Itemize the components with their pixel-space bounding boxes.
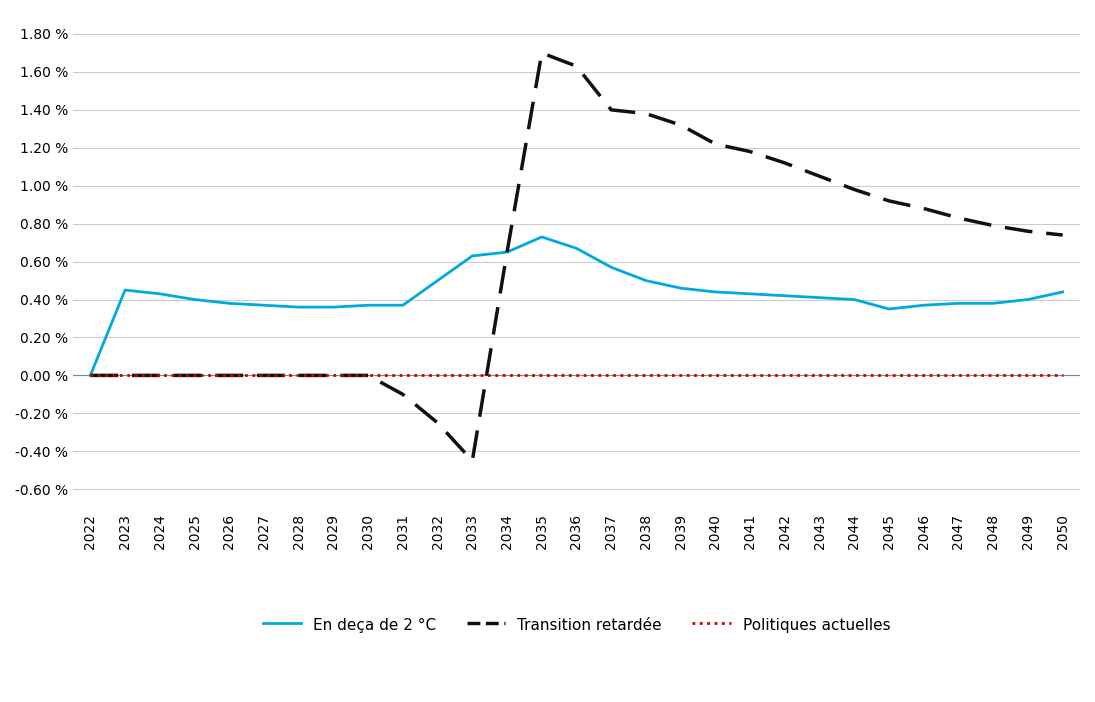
Line: En deça de 2 °C: En deça de 2 °C [91, 237, 1062, 376]
Politiques actuelles [188, 371, 201, 380]
Politiques actuelles [918, 371, 931, 380]
En deça de 2 °C [84, 371, 97, 380]
Transition retardée [118, 371, 131, 380]
Transition retardée [1022, 227, 1035, 235]
Politiques actuelles [326, 371, 339, 380]
Politiques actuelles [604, 371, 618, 380]
En deça de 2 °C [675, 284, 688, 292]
En deça de 2 °C [639, 277, 653, 285]
Politiques actuelles [987, 371, 1000, 380]
En deça de 2 °C [535, 233, 549, 241]
Politiques actuelles [431, 371, 445, 380]
Transition retardée [222, 371, 235, 380]
Transition retardée [1056, 231, 1069, 239]
Politiques actuelles [848, 371, 861, 380]
En deça de 2 °C [604, 263, 618, 272]
En deça de 2 °C [987, 299, 1000, 307]
Transition retardée [675, 121, 688, 129]
Transition retardée [326, 371, 339, 380]
Politiques actuelles [569, 371, 583, 380]
Transition retardée [535, 48, 549, 57]
En deça de 2 °C [779, 291, 792, 300]
Transition retardée [812, 172, 826, 180]
En deça de 2 °C [1022, 296, 1035, 304]
En deça de 2 °C [222, 299, 235, 307]
Politiques actuelles [500, 371, 514, 380]
En deça de 2 °C [744, 290, 757, 298]
Transition retardée [744, 147, 757, 156]
En deça de 2 °C [118, 286, 131, 294]
Transition retardée [396, 390, 410, 399]
Politiques actuelles [361, 371, 374, 380]
En deça de 2 °C [812, 293, 826, 302]
En deça de 2 °C [1056, 288, 1069, 296]
Transition retardée [952, 213, 965, 222]
Politiques actuelles [1056, 371, 1069, 380]
Politiques actuelles [744, 371, 757, 380]
En deça de 2 °C [431, 277, 445, 285]
Politiques actuelles [1022, 371, 1035, 380]
En deça de 2 °C [918, 301, 931, 310]
Politiques actuelles [675, 371, 688, 380]
Transition retardée [153, 371, 166, 380]
Politiques actuelles [639, 371, 653, 380]
Transition retardée [431, 418, 445, 427]
Transition retardée [500, 248, 514, 256]
Transition retardée [84, 371, 97, 380]
Transition retardée [361, 371, 374, 380]
Transition retardée [883, 197, 896, 205]
Transition retardée [569, 62, 583, 70]
En deça de 2 °C [500, 248, 514, 256]
En deça de 2 °C [952, 299, 965, 307]
En deça de 2 °C [361, 301, 374, 310]
En deça de 2 °C [396, 301, 410, 310]
En deça de 2 °C [465, 252, 479, 260]
Politiques actuelles [535, 371, 549, 380]
Politiques actuelles [153, 371, 166, 380]
Politiques actuelles [118, 371, 131, 380]
Politiques actuelles [465, 371, 479, 380]
Transition retardée [987, 221, 1000, 230]
En deça de 2 °C [326, 303, 339, 311]
Legend: En deça de 2 °C, Transition retardée, Politiques actuelles: En deça de 2 °C, Transition retardée, Po… [256, 611, 897, 639]
En deça de 2 °C [188, 296, 201, 304]
En deça de 2 °C [292, 303, 306, 311]
En deça de 2 °C [257, 301, 270, 310]
Transition retardée [918, 204, 931, 213]
Transition retardée [604, 105, 618, 114]
Transition retardée [779, 159, 792, 167]
Transition retardée [292, 371, 306, 380]
En deça de 2 °C [153, 290, 166, 298]
En deça de 2 °C [569, 244, 583, 253]
Transition retardée [188, 371, 201, 380]
En deça de 2 °C [883, 305, 896, 313]
Politiques actuelles [396, 371, 410, 380]
Transition retardée [848, 185, 861, 194]
Line: Transition retardée: Transition retardée [91, 53, 1062, 461]
Transition retardée [708, 140, 722, 148]
Politiques actuelles [257, 371, 270, 380]
Politiques actuelles [883, 371, 896, 380]
Politiques actuelles [812, 371, 826, 380]
Politiques actuelles [952, 371, 965, 380]
Transition retardée [465, 456, 479, 465]
Politiques actuelles [222, 371, 235, 380]
Transition retardée [257, 371, 270, 380]
Politiques actuelles [708, 371, 722, 380]
Transition retardée [639, 110, 653, 118]
En deça de 2 °C [708, 288, 722, 296]
Politiques actuelles [779, 371, 792, 380]
En deça de 2 °C [848, 296, 861, 304]
Politiques actuelles [84, 371, 97, 380]
Politiques actuelles [292, 371, 306, 380]
